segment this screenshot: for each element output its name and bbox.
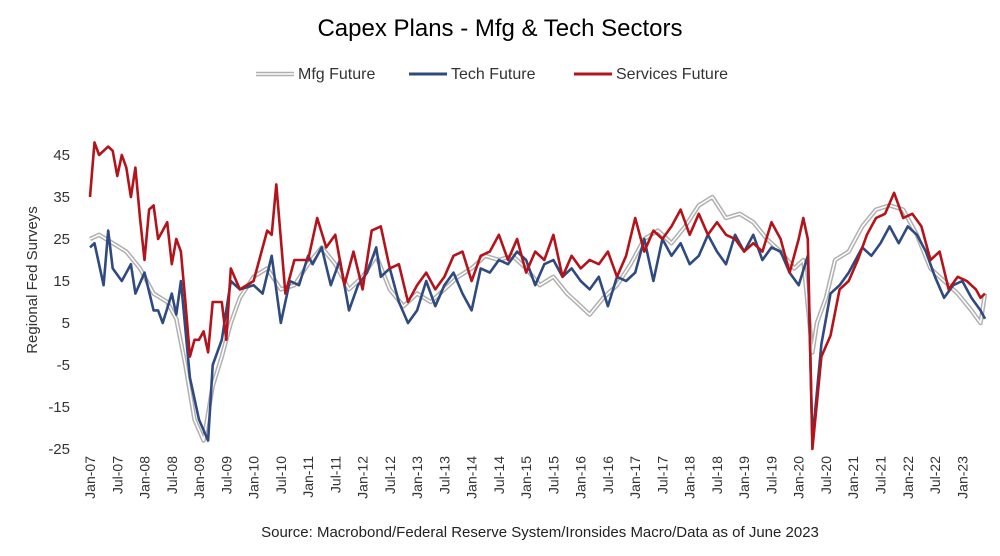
x-tick-label: Jan-22 [900, 456, 916, 499]
x-tick-label: Jan-09 [191, 456, 207, 499]
series-line-mfg-future-inner [89, 196, 986, 442]
x-tick-label: Jul-13 [436, 456, 452, 494]
x-tick-label: Jul-19 [763, 456, 779, 494]
x-tick-label: Jan-13 [409, 456, 425, 499]
x-tick-label: Jan-23 [954, 456, 970, 499]
x-tick-label: Jan-16 [573, 456, 589, 499]
x-tick-label: Jan-21 [845, 456, 861, 499]
x-tick-label: Jan-12 [355, 456, 371, 499]
x-tick-label: Jul-09 [218, 456, 234, 494]
x-tick-label: Jul-18 [709, 456, 725, 494]
x-tick-label: Jul-11 [327, 456, 343, 493]
y-tick-label: -25 [48, 441, 70, 458]
legend-label-tech-future: Tech Future [451, 66, 536, 83]
y-tick-label: 15 [53, 273, 70, 290]
x-tick-label: Jan-10 [246, 456, 262, 499]
x-tick-label: Jan-14 [464, 456, 480, 499]
plot-area [88, 141, 988, 451]
series-line-tech-future [89, 225, 987, 442]
x-tick-label: Jul-17 [654, 456, 670, 494]
x-tick-label: Jul-14 [491, 456, 507, 494]
legend-label-services-future: Services Future [616, 66, 728, 83]
y-axis-label: Regional Fed Surveys [24, 206, 41, 354]
x-tick-label: Jul-10 [273, 456, 289, 494]
x-tick-label: Jan-18 [682, 456, 698, 499]
x-tick-label: Jul-21 [873, 456, 889, 494]
y-tick-label: 45 [53, 147, 70, 164]
y-tick-label: -5 [57, 357, 70, 374]
x-tick-label: Jan-08 [137, 456, 153, 499]
x-tick-label: Jul-08 [164, 456, 180, 494]
x-tick-label: Jul-20 [818, 456, 834, 494]
legend: Mfg Future Tech Future Services Future [256, 66, 728, 83]
y-tick-label: 5 [62, 315, 70, 332]
y-tick-label: 25 [53, 231, 70, 248]
x-tick-label: Jan-17 [627, 456, 643, 499]
x-tick-label: Jul-22 [927, 456, 943, 494]
chart-title: Capex Plans - Mfg & Tech Sectors [317, 15, 682, 42]
x-tick-label: Jan-11 [300, 456, 316, 498]
y-tick-label: -15 [48, 399, 70, 416]
x-tick-label: Jul-16 [600, 456, 616, 494]
x-tick-label: Jul-15 [545, 456, 561, 494]
x-tick-label: Jan-07 [82, 456, 98, 499]
source-note: Source: Macrobond/Federal Reserve System… [261, 524, 819, 541]
legend-label-mfg-future: Mfg Future [298, 66, 375, 83]
series-line-services-future [88, 141, 986, 451]
y-axis: -25 -15 -5 5 15 25 35 45 [48, 147, 70, 458]
x-tick-label: Jan-15 [518, 456, 534, 499]
y-tick-label: 35 [53, 189, 70, 206]
x-axis: Jan-07 Jul-07 Jan-08 Jul-08 Jan-09 Jul-09 Jan-… [82, 456, 970, 499]
x-tick-label: Jul-12 [382, 456, 398, 494]
x-tick-label: Jan-19 [736, 456, 752, 499]
x-tick-label: Jul-07 [109, 456, 125, 494]
x-tick-label: Jan-20 [791, 456, 807, 499]
